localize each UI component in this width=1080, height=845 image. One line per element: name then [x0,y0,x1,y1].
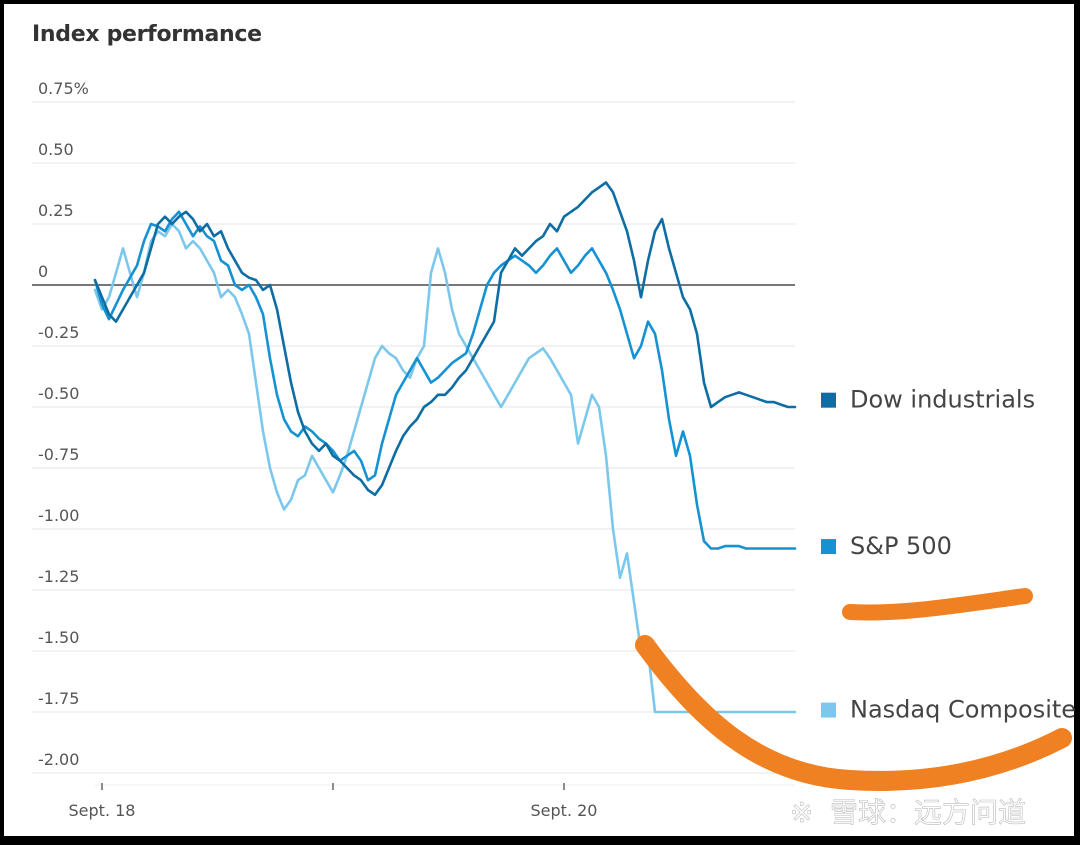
chart-frame [4,4,1074,836]
y-tick-label: -1.75 [38,689,79,708]
orange-underline-stroke [842,588,1033,621]
y-tick-label: -1.50 [38,628,79,647]
series-lines [93,181,797,714]
x-tick-label: Sept. 20 [531,801,598,820]
legend-label-nasdaq-composite: Nasdaq Composite [850,696,1076,724]
x-axis: Sept. 18 Sept. 20 [69,783,795,820]
x-tick-label: Sept. 18 [69,801,136,820]
grid-lines [32,101,795,774]
y-tick-label: 0.50 [38,140,74,159]
legend-swatch-nasdaq-composite [821,702,836,718]
y-tick-label: 0 [38,262,48,281]
series-line-dow-industrials [93,181,797,497]
y-tick-label: -0.25 [38,323,79,342]
y-tick-label: -0.75 [38,445,79,464]
y-tick-label: -2.00 [38,750,79,769]
chart-title: Index performance [32,22,262,47]
watermark-text: 雪球：远方问道 [830,796,1026,829]
legend-label-dow-industrials: Dow industrials [850,386,1035,414]
bottom-border [0,836,1080,845]
legend-swatch-s-p-500 [821,539,836,555]
watermark: ※ 雪球：远方问道 [790,796,1027,830]
y-tick-label: 0.75% [38,79,89,98]
legend-swatch-dow-industrials [821,392,836,408]
y-tick-label: -1.00 [38,506,79,525]
y-tick-label: -0.50 [38,384,79,403]
hand-drawn-annotations [635,588,1072,791]
orange-curve-stroke [635,635,1072,791]
y-axis-tick-labels: 0.75% 0.50 0.25 0 -0.25 -0.50 -0.75 -1.00 -1.25 -… [38,79,89,769]
legend-label-s-p-500: S&P 500 [850,532,952,560]
y-tick-label: 0.25 [38,201,74,220]
y-tick-label: -1.25 [38,567,79,586]
series-line-s-p-500 [93,210,797,550]
series-line-nasdaq-composite [93,222,797,714]
watermark-logo: ※ [790,796,813,829]
legend: Dow industrials S&P 500 Nasdaq Composite [821,386,1076,724]
